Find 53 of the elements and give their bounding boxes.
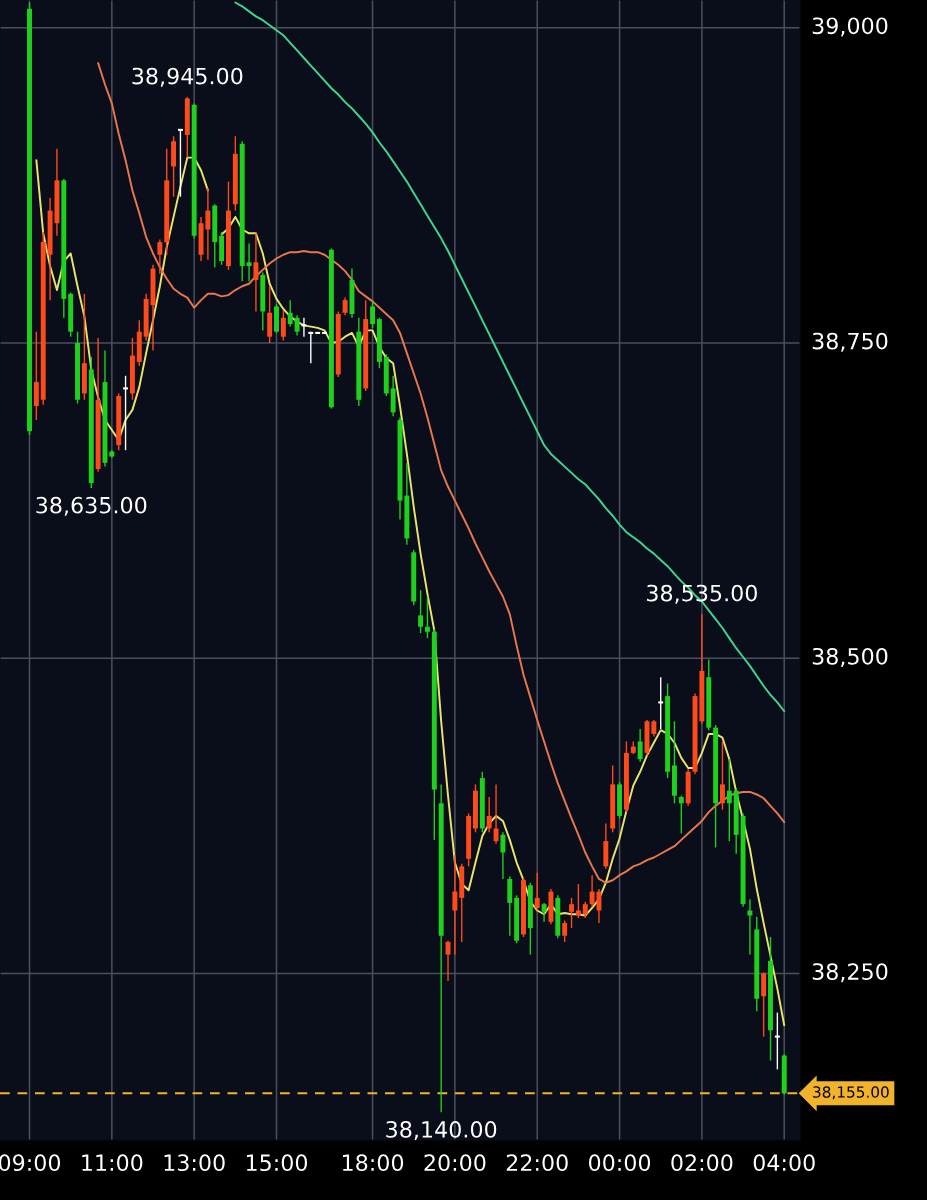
candlestick (122, 375, 130, 451)
candlestick (176, 128, 184, 198)
annotation: 38,635.00 (36, 496, 147, 516)
x-tick-label: 22:00 (506, 1154, 568, 1172)
candlestick (747, 898, 753, 956)
candlestick (678, 795, 684, 835)
y-tick-label: 38,750 (812, 332, 888, 352)
candlestick (541, 902, 547, 923)
x-tick-label: 13:00 (164, 1154, 225, 1172)
x-tick-label: 04:00 (753, 1154, 815, 1172)
candlestick (300, 317, 308, 338)
ref-line-label: 38,155.00 (813, 1086, 889, 1100)
y-tick-label: 38,500 (812, 647, 888, 667)
candlestick (569, 897, 574, 929)
candlestick (589, 874, 595, 908)
annotation: 38,945.00 (132, 67, 243, 87)
candlestick (761, 971, 767, 1038)
candlestick (157, 238, 163, 275)
candlestick (500, 831, 506, 880)
candlestick (205, 187, 211, 261)
candlestick (33, 330, 39, 421)
candlestick (307, 330, 315, 364)
candlestick (267, 285, 273, 344)
candlestick (562, 919, 568, 943)
candlestick (507, 875, 513, 937)
candlestick (575, 883, 581, 919)
candlestick (493, 783, 499, 845)
x-tick-label: 18:00 (342, 1154, 404, 1172)
candlestick (657, 676, 665, 730)
candlestick (452, 854, 458, 956)
candlestick (424, 595, 430, 639)
candlestick (637, 728, 643, 763)
candlestick (534, 871, 540, 912)
y-tick-label: 39,000 (812, 17, 888, 37)
x-tick-label: 00:00 (589, 1154, 651, 1172)
candlestick (720, 740, 725, 811)
candlestick (287, 299, 293, 328)
candlestick (390, 375, 396, 417)
candlestick (726, 758, 732, 842)
candlestick (418, 589, 424, 634)
candlestick (280, 309, 286, 342)
candlestick (294, 314, 300, 337)
annotation: 38,140.00 (386, 1120, 497, 1141)
candlestick (246, 242, 252, 282)
x-tick-label: 11:00 (82, 1154, 143, 1172)
candlestick (773, 1011, 781, 1071)
candlestick (486, 796, 492, 833)
y-tick-label: 38,250 (812, 963, 888, 983)
x-tick-label: 02:00 (671, 1154, 733, 1172)
x-tick-label: 20:00 (424, 1154, 486, 1172)
candlestick (253, 232, 259, 313)
x-tick-label: 15:00 (246, 1154, 308, 1172)
candlestick (370, 299, 376, 329)
